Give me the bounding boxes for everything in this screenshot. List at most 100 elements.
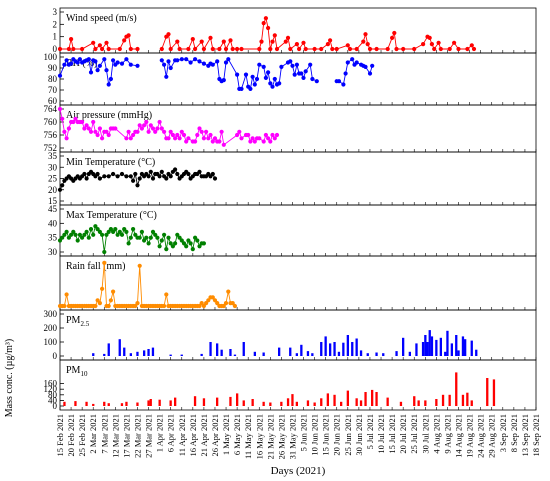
bar [446,330,449,356]
data-point [148,123,153,128]
data-point [436,40,441,45]
x-tick-label: 31 May 2021 [287,414,297,459]
data-point [290,63,295,68]
bar [158,399,161,406]
bar [375,352,378,356]
x-tick-label: 25 Jul 2021 [409,414,419,454]
panel-title: Rain fall (mm) [66,261,125,272]
bar [229,396,232,406]
panel-frame [59,52,537,106]
bar [136,351,139,356]
data-point [157,244,162,249]
x-tick-label: 1 May 2021 [221,414,231,455]
bar [103,401,106,406]
data-point [248,139,253,144]
data-point [91,232,96,237]
bar [435,399,438,406]
data-point [166,59,171,64]
data-point [367,71,373,76]
bar [395,351,398,356]
y-tick-label: 0 [53,351,58,361]
y-tick-label: 80 [48,74,58,84]
data-point [270,132,275,138]
bar [306,351,310,356]
data-point [235,72,240,77]
bar [466,392,469,406]
data-point [108,298,113,303]
data-point [166,235,171,240]
chart-panels: Wind speed (m/s)0123RH (%)60708090100Air… [44,7,537,411]
data-point [226,289,231,294]
bar [149,399,152,406]
data-point [148,169,153,174]
data-point [102,249,107,255]
data-point [88,129,94,134]
data-point [277,81,282,86]
y-tick-label: 90 [48,63,58,73]
data-point [197,59,202,64]
data-point [365,42,370,47]
data-point [257,62,262,67]
data-point [285,35,291,41]
data-point [197,244,202,249]
bar [366,353,369,356]
data-point [261,64,266,69]
data-point [179,57,184,62]
data-point [173,136,178,141]
bar [448,394,451,406]
data-point [106,174,111,179]
data-point [334,46,339,52]
data-point [62,62,67,67]
data-point [80,119,85,125]
y-tick-label: 0 [53,44,58,54]
data-point [162,62,167,67]
data-point [210,171,215,177]
panel-title: Wind speed (m/s) [66,13,137,24]
data-point [122,38,127,43]
x-tick-label: 15 Jul 2021 [387,414,397,454]
bar [492,379,496,406]
data-point [84,123,89,128]
bar [280,401,283,406]
bar [136,402,139,406]
bar [85,401,88,406]
data-point [392,30,397,36]
data-point [303,46,308,52]
bar [216,397,219,406]
x-tick-label: 26 May 2021 [276,414,286,459]
data-point [186,46,191,52]
bar [300,344,303,356]
data-point [390,35,395,41]
x-tick-label: 15 Jun 2021 [321,414,331,456]
data-point [77,232,82,237]
y-tick-label: 3 [53,7,58,17]
data-point [139,229,144,234]
data-point [93,303,98,309]
data-point [201,303,206,309]
panel-title: PM2.5 [66,315,90,328]
bar [435,339,438,356]
data-point [201,61,206,66]
data-point [223,46,229,52]
data-point [97,301,102,306]
bar [229,349,232,356]
bar [202,398,206,406]
y-tick-label: 40 [48,218,58,228]
panel-4: Max Temperature (°C) 30 35 40 45 [48,204,537,257]
data-point [223,60,229,65]
bar [107,403,110,406]
data-point [128,136,133,141]
x-tick-label: 20 Jul 2021 [398,414,408,454]
data-point [159,126,164,131]
bar [340,401,343,406]
data-point [168,46,173,52]
data-point [206,136,211,141]
data-point [133,171,138,177]
data-point [363,64,368,69]
data-point [199,129,204,134]
data-point [367,46,373,52]
data-point [93,59,98,64]
y-tick-label: 160 [44,379,58,389]
y-tick-label: 60 [48,96,58,106]
